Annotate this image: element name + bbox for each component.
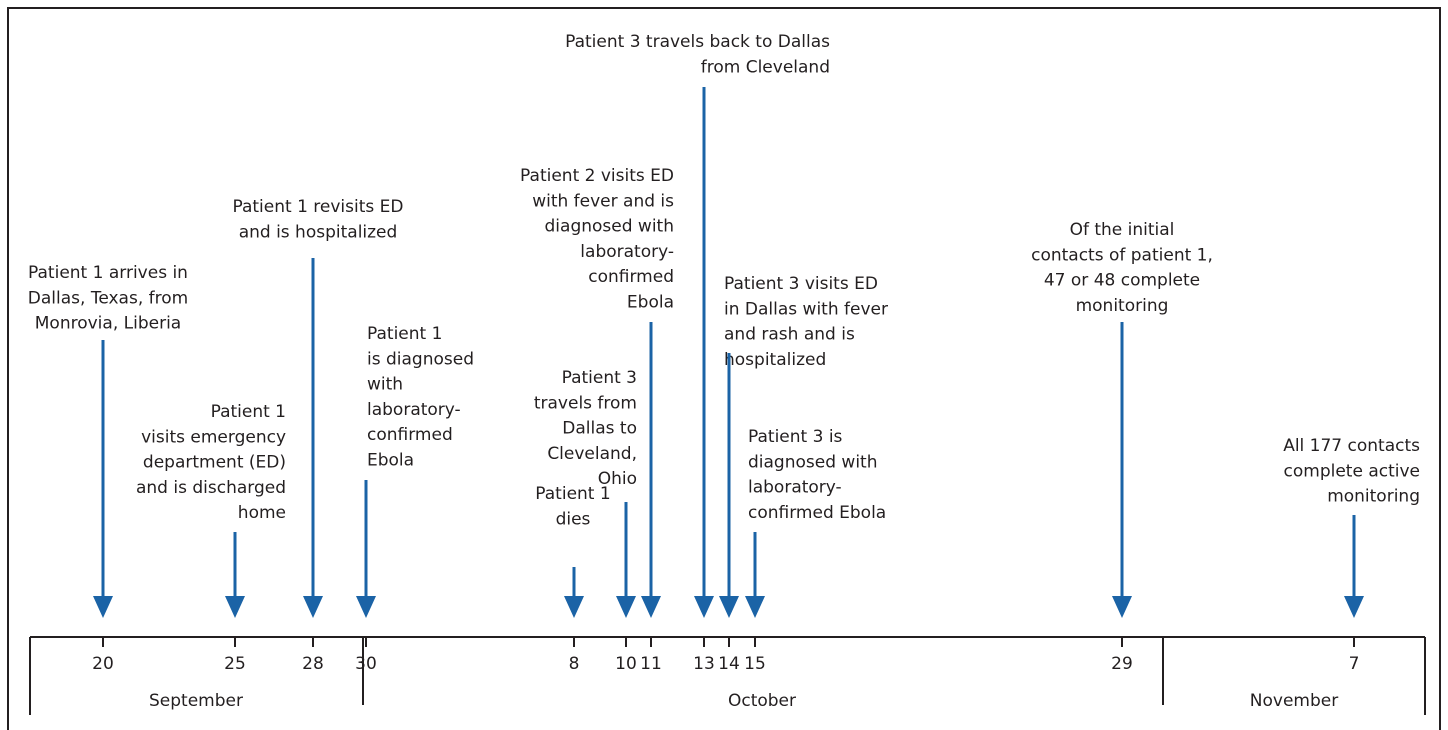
arrow-head xyxy=(356,596,376,618)
date-label: 15 xyxy=(744,654,766,674)
date-label: 11 xyxy=(640,654,662,674)
arrow-head xyxy=(694,596,714,618)
arrow-head xyxy=(225,596,245,618)
event-label: Patient 1 xyxy=(211,402,286,422)
event-label: complete active xyxy=(1284,461,1420,481)
date-label: 28 xyxy=(302,654,324,674)
date-label: 13 xyxy=(693,654,715,674)
event-label: monitoring xyxy=(1076,296,1169,316)
event-label: diagnosed with xyxy=(545,217,674,237)
arrow-head xyxy=(1344,596,1364,618)
date-label: 29 xyxy=(1111,654,1133,674)
arrow-head xyxy=(93,596,113,618)
event-label: Patient 2 visits ED xyxy=(520,166,674,186)
event-label: confirmed Ebola xyxy=(748,503,886,523)
event-label: is diagnosed xyxy=(367,349,474,369)
month-label: November xyxy=(1250,691,1338,711)
event-label: Patient 3 travels back to Dallas xyxy=(565,32,830,52)
event-label: and is discharged xyxy=(136,478,286,498)
date-label: 30 xyxy=(355,654,377,674)
event-label: confirmed xyxy=(367,425,453,445)
month-label: September xyxy=(149,691,243,711)
event-label: from Cleveland xyxy=(701,57,830,77)
event-label: confirmed xyxy=(588,267,674,287)
event-label: hospitalized xyxy=(724,350,826,370)
event-label: laboratory- xyxy=(367,400,461,420)
event-label: home xyxy=(238,503,286,523)
event-label: Ebola xyxy=(367,451,414,471)
arrow-head xyxy=(719,596,739,618)
date-label: 14 xyxy=(718,654,740,674)
event-label: in Dallas with fever xyxy=(724,299,888,319)
axis xyxy=(29,636,1426,715)
event-label: dies xyxy=(556,509,591,529)
arrow-head xyxy=(745,596,765,618)
event-label: Patient 1 xyxy=(535,484,610,504)
event-label: contacts of patient 1, xyxy=(1031,245,1213,265)
event-label: 47 or 48 complete xyxy=(1044,271,1200,291)
event-label: Of the initial xyxy=(1070,220,1175,240)
event-label: Patient 3 xyxy=(562,368,637,388)
event-label: and rash and is xyxy=(724,325,855,345)
arrow-head xyxy=(641,596,661,618)
event-label: monitoring xyxy=(1327,487,1420,507)
event-label: Ohio xyxy=(598,469,637,489)
event-label: with fever and is xyxy=(532,191,674,211)
event-label: laboratory- xyxy=(580,242,674,262)
date-label: 25 xyxy=(224,654,246,674)
event-label: Patient 1 xyxy=(367,324,442,344)
frame xyxy=(7,7,1441,730)
event-label: Patient 3 is xyxy=(748,427,843,447)
event-label: laboratory- xyxy=(748,478,842,498)
event-label: with xyxy=(367,375,403,395)
event-label: Patient 1 revisits ED xyxy=(232,197,403,217)
event-label: All 177 contacts xyxy=(1283,436,1420,456)
event-label: Patient 3 visits ED xyxy=(724,274,878,294)
event-label: visits emergency xyxy=(141,427,286,447)
event-label: Dallas to xyxy=(562,419,637,439)
date-label: 10 xyxy=(615,654,637,674)
event-label: travels from xyxy=(534,393,637,413)
event-label: Ebola xyxy=(627,293,674,313)
event-label: department (ED) xyxy=(143,453,286,473)
event-label: and is hospitalized xyxy=(239,222,398,242)
month-label: October xyxy=(728,691,796,711)
arrow-head xyxy=(1112,596,1132,618)
arrow-head xyxy=(303,596,323,618)
event-label: Monrovia, Liberia xyxy=(35,314,181,334)
event-label: Cleveland, xyxy=(547,444,637,464)
arrow-head xyxy=(564,596,584,618)
date-label: 8 xyxy=(569,654,580,674)
event-label: Patient 1 arrives in xyxy=(28,263,188,283)
arrow-head xyxy=(616,596,636,618)
date-label: 20 xyxy=(92,654,114,674)
event-label: Dallas, Texas, from xyxy=(28,288,188,308)
event-label: diagnosed with xyxy=(748,452,877,472)
date-label: 7 xyxy=(1349,654,1360,674)
